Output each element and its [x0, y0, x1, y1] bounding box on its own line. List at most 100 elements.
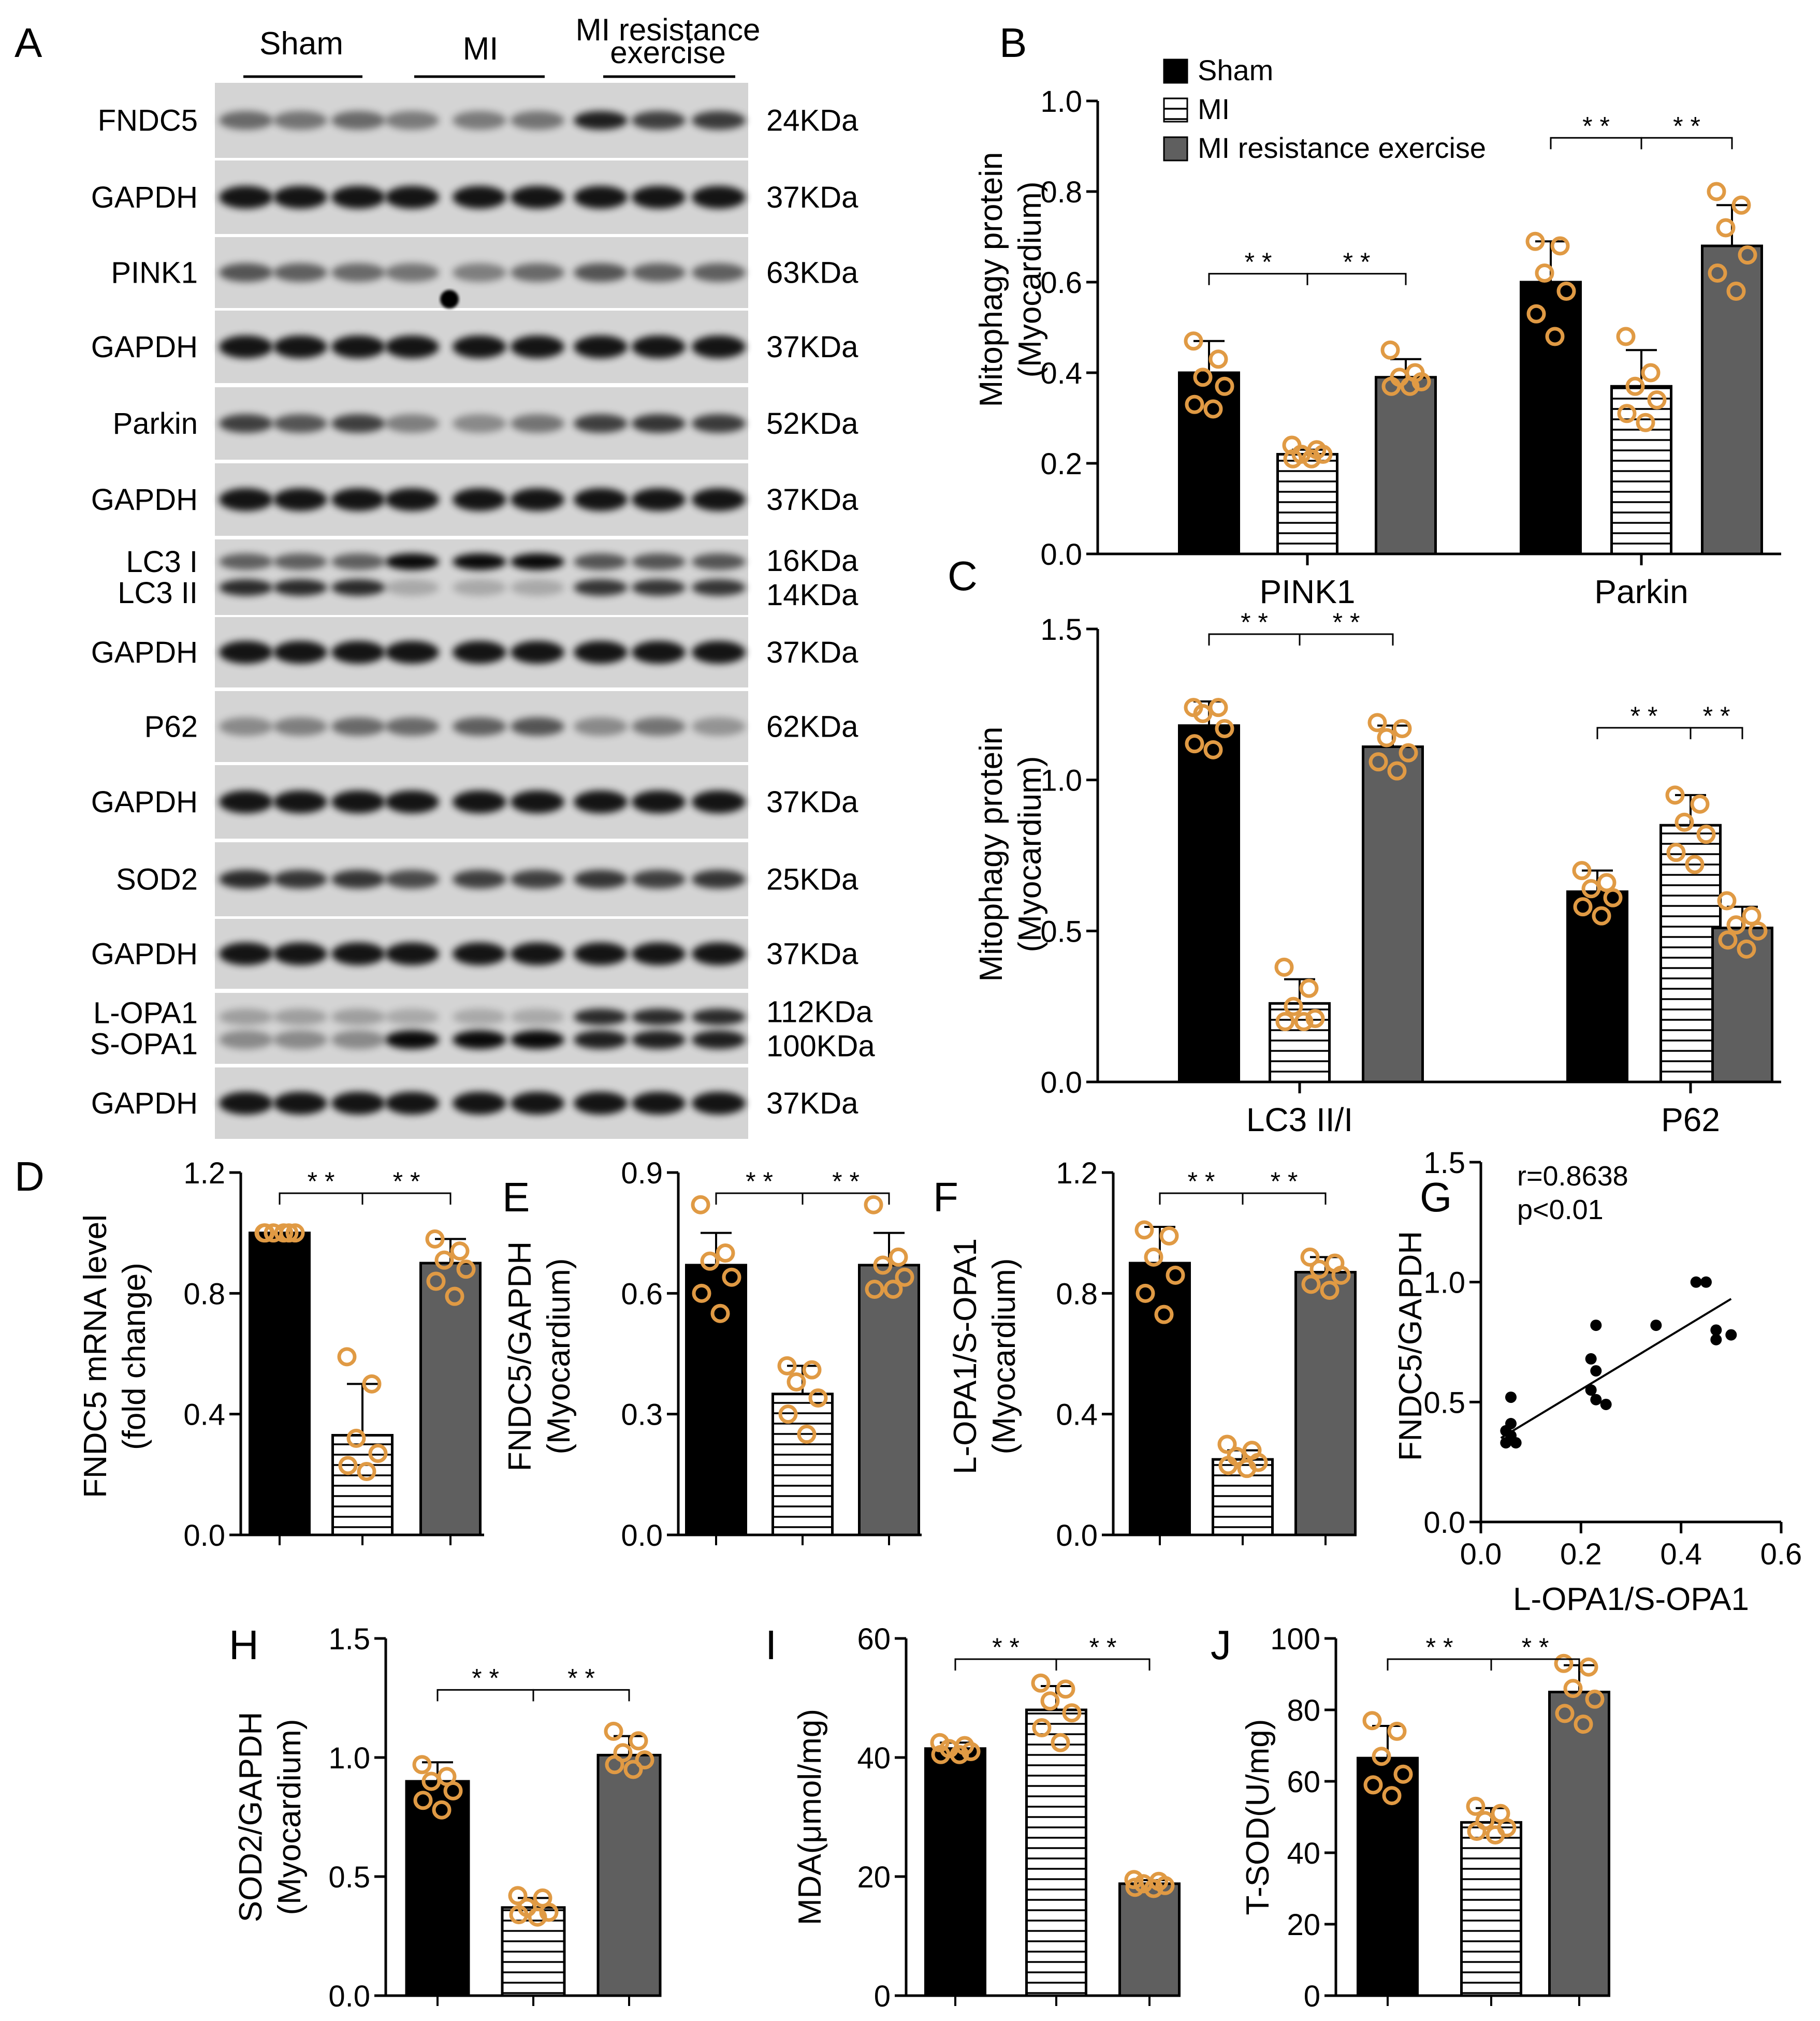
- blot-band: [511, 870, 564, 889]
- blot-band: [219, 1008, 273, 1026]
- chart-g-x-tick-label: 0.0: [1460, 1537, 1502, 1571]
- blot-band: [692, 1030, 746, 1049]
- panel-letter: B: [999, 20, 1027, 66]
- chart-c-data-point: [1748, 921, 1768, 941]
- blot-band: [692, 641, 746, 664]
- chart-b-legend-label: Sham: [1198, 54, 1273, 86]
- blot-size-label: 37KDa: [766, 181, 858, 214]
- chart-d-data-point: [346, 1428, 366, 1448]
- blot-band: [385, 579, 439, 596]
- chart-c-data-point: [1275, 1012, 1295, 1031]
- chart-c-data-point: [1215, 719, 1234, 738]
- blot-band: [385, 414, 439, 433]
- blot-size-label: 100KDa: [766, 1030, 875, 1063]
- blot-band: [574, 870, 628, 889]
- chart-h-y-label: (Myocardium): [272, 1719, 308, 1915]
- chart-e-significance-mark: * *: [832, 1167, 860, 1196]
- chart-j-data-point: [1486, 1825, 1505, 1844]
- chart-f-data-point: [1237, 1459, 1257, 1478]
- blot-band: [219, 186, 273, 209]
- chart-h-data-point: [509, 1905, 529, 1925]
- blot-band: [692, 488, 746, 511]
- chart-h-data-point: [605, 1755, 624, 1775]
- blot-band: [385, 641, 439, 664]
- chart-c-significance-bracket: [1690, 727, 1743, 739]
- blot-band: [219, 790, 273, 813]
- blot-size-label: 37KDa: [766, 330, 858, 364]
- blot-band: [511, 1030, 564, 1049]
- blot-band: [632, 1092, 686, 1115]
- chart-c-data-point: [1377, 728, 1396, 748]
- chart-e-y-label: (Myocardium): [541, 1258, 577, 1455]
- chart-e-data-point: [692, 1283, 711, 1303]
- chart-b-significance-mark: * *: [1245, 247, 1272, 276]
- blot-band: [632, 1008, 686, 1026]
- chart-b-data-point: [1209, 349, 1228, 369]
- chart-b-y-label: Mitophagy protein: [973, 152, 1009, 407]
- chart-h-bar: [596, 1753, 662, 1997]
- chart-f-significance-bracket: [1242, 1192, 1327, 1205]
- blot-band: [453, 1008, 506, 1026]
- blot-group-label-mi-re: MI resistance: [576, 12, 761, 47]
- chart-e-data-point: [716, 1243, 735, 1263]
- blot-band: [273, 553, 327, 570]
- blot-band: [331, 263, 385, 282]
- chart-d-data-point: [425, 1229, 445, 1249]
- chart-c-y-tick-label: 0.5: [1040, 915, 1082, 948]
- chart-b-bar: [1701, 244, 1763, 555]
- chart-c-data-point: [1717, 891, 1737, 911]
- blot-band: [219, 553, 273, 570]
- chart-i-bar: [1025, 1708, 1087, 1997]
- blot-group-label-mi-re: exercise: [610, 35, 725, 70]
- chart-f-data-point: [1320, 1281, 1339, 1300]
- blot-band: [574, 335, 628, 358]
- chart-g-y-tick-label: 0.5: [1423, 1386, 1465, 1419]
- chart-b-data-point: [1283, 449, 1303, 468]
- chart-h-y-label: SOD2/GAPDH: [233, 1712, 269, 1923]
- blot-size-label: 14KDa: [766, 578, 858, 612]
- chart-c-y-tick-label: 0.0: [1040, 1066, 1082, 1100]
- blot-band: [385, 1008, 439, 1026]
- chart-g-point: [1710, 1324, 1722, 1336]
- blot-protein-label: SOD2: [116, 863, 198, 897]
- chart-f-data-point: [1217, 1434, 1237, 1454]
- chart-c-category-label: LC3 II/I: [1246, 1101, 1353, 1138]
- chart-f-data-point: [1331, 1265, 1351, 1285]
- blot-band: [511, 488, 564, 511]
- chart-g-annotation: r=0.8638: [1517, 1161, 1628, 1192]
- chart-c-data-point: [1581, 879, 1601, 899]
- blot-band: [574, 1008, 628, 1026]
- blot-band: [511, 553, 564, 570]
- blot-band: [385, 186, 439, 209]
- blot-band: [632, 717, 686, 736]
- blot-size-label: 37KDa: [766, 483, 858, 517]
- panel-letter: E: [502, 1174, 530, 1220]
- blot-band: [511, 186, 564, 209]
- chart-c-data-point: [1718, 930, 1738, 950]
- blot-band: [385, 488, 439, 511]
- blot-band: [574, 263, 628, 282]
- blot-size-label: 37KDa: [766, 1087, 858, 1120]
- chart-g-x-tick-label: 0.2: [1560, 1537, 1602, 1571]
- chart-i-significance-bracket: [1055, 1658, 1151, 1671]
- blot-band: [273, 717, 327, 736]
- chart-e-data-point: [889, 1247, 908, 1267]
- chart-b-data-point: [1313, 445, 1333, 464]
- chart-b-data-point: [1526, 304, 1546, 324]
- blot-protein-label: L-OPA1: [93, 997, 198, 1030]
- chart-c-bar: [1362, 745, 1424, 1083]
- chart-e-y-tick-label: 0.9: [621, 1156, 663, 1190]
- chart-i-y-tick-label: 60: [857, 1622, 891, 1656]
- chart-j-data-point: [1362, 1711, 1382, 1731]
- chart-b-data-point: [1731, 195, 1751, 215]
- blot-protein-label: Parkin: [113, 407, 198, 441]
- chart-g-point: [1585, 1353, 1597, 1365]
- chart-i-data-point: [1155, 1876, 1175, 1895]
- chart-h-data-point: [629, 1731, 648, 1751]
- chart-c-y-tick-label: 1.0: [1040, 764, 1082, 798]
- chart-g-point: [1690, 1276, 1702, 1288]
- blot-size-label: 37KDa: [766, 938, 858, 971]
- blot-band: [692, 1092, 746, 1115]
- blot-protein-label: GAPDH: [91, 785, 198, 819]
